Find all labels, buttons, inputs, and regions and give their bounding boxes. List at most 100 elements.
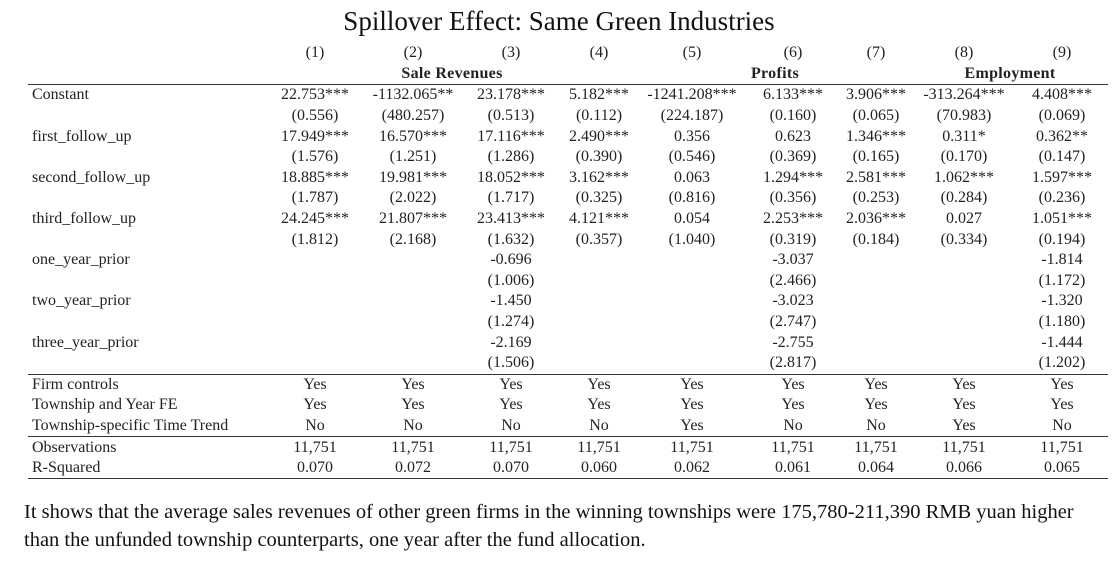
table-row: (1.274) (2.747) (1.180)	[28, 312, 1108, 333]
row-label: R-Squared	[28, 457, 266, 480]
column-number: (5)	[682, 44, 702, 62]
row-label: first_follow_up	[32, 127, 132, 145]
table-cell: -313.264***	[923, 86, 1005, 104]
table-cell: Yes	[864, 396, 888, 414]
table-row: Constant 22.753*** -1132.065** 23.178*** 5.1…	[28, 85, 1108, 106]
table-cell	[560, 291, 638, 312]
table-row: (1.787) (2.022) (1.717) (0.325) (0.816) (0.35…	[28, 188, 1108, 209]
table-cell: (0.065)	[852, 107, 900, 125]
table-cell: (1.787)	[291, 189, 339, 207]
table-cell	[638, 291, 746, 312]
table-cell: 17.949***	[281, 127, 349, 145]
column-number: (7)	[866, 44, 886, 62]
table-cell: 2.581***	[846, 168, 906, 186]
table-cell: 0.061	[746, 457, 840, 480]
table-row: (1.812) (2.168) (1.632) (0.357) (1.040) (0.31…	[28, 229, 1108, 250]
table-cell	[638, 250, 746, 271]
regression-table: (1) (2) (3) (4) (5) (6) (7) (8) (9) Sale Revenues…	[28, 43, 1108, 480]
table-row: third_follow_up 24.245*** 21.807*** 23.413*…	[28, 209, 1108, 230]
table-cell: (1.506)	[462, 352, 560, 375]
column-number: (8)	[954, 44, 974, 62]
column-number: (1)	[305, 44, 325, 62]
table-cell	[638, 352, 746, 375]
table-cell: 1.051***	[1032, 210, 1092, 228]
table-cell: 0.356	[674, 127, 710, 145]
table-cell: 0.027	[946, 210, 982, 228]
table-cell	[266, 312, 364, 333]
table-cell	[840, 250, 912, 271]
table-cell: 23.178***	[477, 86, 545, 104]
table-cell	[560, 352, 638, 375]
table-cell: 11,751	[942, 438, 986, 456]
table-cell	[840, 352, 912, 375]
table-cell: Yes	[587, 396, 611, 414]
table-cell	[364, 352, 462, 375]
table-cell: -1132.065**	[372, 86, 454, 104]
table-cell: (0.319)	[769, 230, 817, 248]
table-cell: 2.253***	[763, 210, 823, 228]
table-cell: Yes	[303, 396, 327, 414]
table-cell: (1.274)	[487, 313, 535, 331]
table-cell: 6.133***	[763, 86, 823, 104]
row-label: Firm controls	[32, 375, 119, 393]
table-cell	[364, 250, 462, 271]
table-cell: Yes	[952, 396, 976, 414]
table-cell: -1.444	[1041, 333, 1083, 351]
table-cell: 2.036***	[846, 210, 906, 228]
table-cell	[560, 332, 638, 353]
table-cell: Yes	[1050, 396, 1074, 414]
table-cell: 21.807***	[379, 210, 447, 228]
group-header: Employment	[912, 63, 1108, 86]
table-cell: -1241.208***	[647, 86, 737, 104]
table-cell: Yes	[912, 415, 1016, 438]
table-cell: 18.052***	[477, 168, 545, 186]
table-cell: (2.168)	[389, 230, 437, 248]
table-cell: -2.755	[772, 333, 814, 351]
table-cell: No	[364, 415, 462, 438]
table-cell: Yes	[587, 375, 611, 393]
table-cell: 11,751	[670, 438, 714, 456]
table-row: Township-specific Time Trend No No No No Yes N…	[28, 415, 1108, 438]
table-cell: (0.356)	[769, 189, 817, 207]
table-cell: (1.576)	[291, 148, 339, 166]
table-cell: 3.162***	[569, 168, 629, 186]
table-cell	[840, 312, 912, 333]
table-cell: (224.187)	[660, 107, 724, 125]
table-cell	[912, 312, 1016, 333]
table-cell: Yes	[499, 375, 523, 393]
row-label	[28, 188, 266, 209]
table-row: Firm controls Yes Yes Yes Yes Yes Yes Yes Yes Yes	[28, 374, 1108, 395]
table-cell: (0.546)	[668, 148, 716, 166]
table-cell: (480.257)	[381, 107, 445, 125]
table-cell	[266, 250, 364, 271]
group-header-row: Sale Revenues Profits Employment	[28, 63, 1108, 86]
row-label: Observations	[32, 438, 117, 456]
table-row: first_follow_up 17.949*** 16.570*** 17.116*…	[28, 126, 1108, 147]
table-cell: No	[746, 415, 840, 438]
table-cell: 17.116***	[477, 127, 545, 145]
table-row: Township and Year FE Yes Yes Yes Yes Yes Yes Ye…	[28, 395, 1108, 416]
table-cell: Yes	[401, 396, 425, 414]
table-cell	[840, 291, 912, 312]
table-cell: (0.556)	[291, 107, 339, 125]
table-cell: (0.816)	[668, 189, 716, 207]
table-cell: Yes	[401, 375, 425, 393]
table-cell: (0.112)	[575, 107, 623, 125]
table-cell: (0.334)	[940, 230, 988, 248]
table-cell	[364, 291, 462, 312]
table-cell: (2.466)	[769, 271, 817, 289]
table-row: (1.006) (2.466) (1.172)	[28, 271, 1108, 292]
table-cell: 22.753***	[281, 86, 349, 104]
table-cell	[638, 332, 746, 353]
table-row: Observations 11,751 11,751 11,751 11,751 11,7…	[28, 437, 1108, 458]
table-row: second_follow_up 18.885*** 19.981*** 18.052…	[28, 168, 1108, 189]
table-cell: No	[840, 415, 912, 438]
table-cell: (1.286)	[487, 148, 535, 166]
table-cell: (0.513)	[487, 107, 535, 125]
table-cell	[840, 332, 912, 353]
table-cell: (1.717)	[487, 189, 535, 207]
table-cell: 11,751	[293, 438, 337, 456]
table-cell: 0.063	[674, 168, 710, 186]
table-cell	[560, 250, 638, 271]
column-number: (9)	[1052, 44, 1072, 62]
